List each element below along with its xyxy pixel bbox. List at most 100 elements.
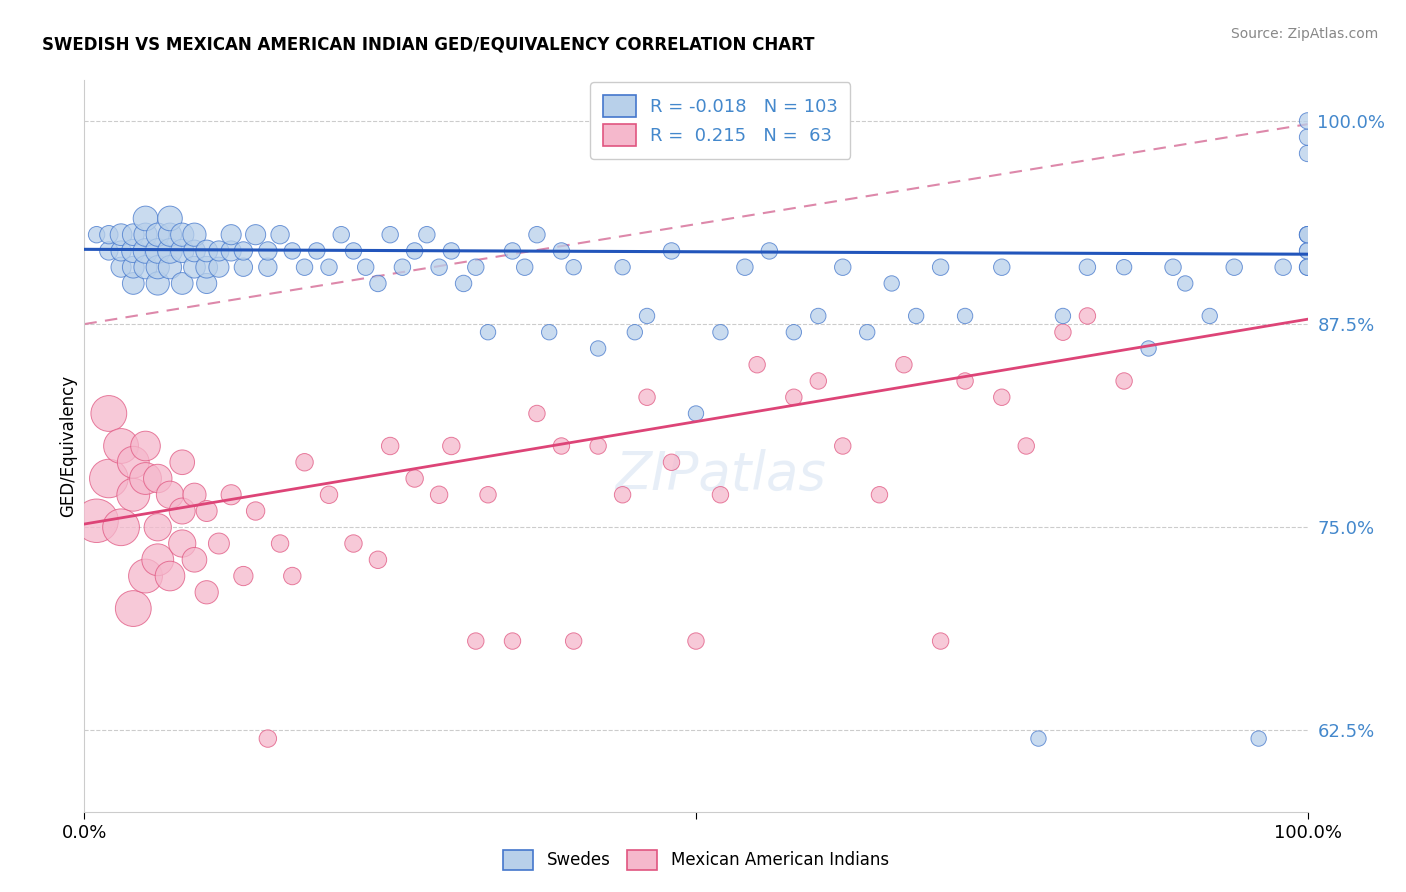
Point [183, 553, 205, 567]
Point [208, 536, 231, 550]
Point [135, 244, 157, 258]
Point [208, 260, 231, 275]
Point [783, 325, 806, 339]
Point [97, 227, 120, 242]
Point [146, 227, 169, 242]
Point [685, 634, 707, 648]
Y-axis label: GED/Equivalency: GED/Equivalency [59, 375, 77, 517]
Point [172, 455, 194, 469]
Point [135, 227, 157, 242]
Point [159, 569, 181, 583]
Point [526, 407, 548, 421]
Point [685, 407, 707, 421]
Point [538, 325, 561, 339]
Point [232, 260, 254, 275]
Point [1015, 439, 1038, 453]
Point [146, 520, 169, 534]
Point [146, 471, 169, 485]
Point [122, 277, 145, 291]
Point [294, 455, 316, 469]
Point [1076, 309, 1098, 323]
Point [1296, 260, 1319, 275]
Point [612, 488, 634, 502]
Point [159, 244, 181, 258]
Point [427, 260, 450, 275]
Point [1296, 260, 1319, 275]
Point [1247, 731, 1270, 746]
Point [501, 244, 523, 258]
Point [1137, 342, 1160, 356]
Point [562, 634, 585, 648]
Point [464, 634, 486, 648]
Point [747, 358, 769, 372]
Point [122, 455, 145, 469]
Point [453, 277, 475, 291]
Point [195, 260, 218, 275]
Point [807, 374, 830, 388]
Point [1052, 309, 1074, 323]
Point [1296, 130, 1319, 145]
Point [172, 277, 194, 291]
Point [159, 260, 181, 275]
Point [1272, 260, 1295, 275]
Point [219, 244, 242, 258]
Point [661, 244, 683, 258]
Point [269, 536, 291, 550]
Point [281, 569, 304, 583]
Point [110, 227, 132, 242]
Point [734, 260, 756, 275]
Point [354, 260, 377, 275]
Point [135, 439, 157, 453]
Point [856, 325, 879, 339]
Point [427, 488, 450, 502]
Point [380, 227, 402, 242]
Point [219, 227, 242, 242]
Text: ZIPatlas: ZIPatlas [614, 450, 825, 501]
Point [1296, 227, 1319, 242]
Point [159, 211, 181, 226]
Point [318, 488, 340, 502]
Point [135, 260, 157, 275]
Point [1174, 277, 1197, 291]
Point [905, 309, 928, 323]
Point [990, 390, 1012, 404]
Point [880, 277, 903, 291]
Point [305, 244, 328, 258]
Point [146, 277, 169, 291]
Point [183, 488, 205, 502]
Point [122, 244, 145, 258]
Point [869, 488, 891, 502]
Point [110, 520, 132, 534]
Point [294, 260, 316, 275]
Point [146, 553, 169, 567]
Point [135, 471, 157, 485]
Point [257, 260, 280, 275]
Point [146, 244, 169, 258]
Point [586, 439, 609, 453]
Point [342, 536, 364, 550]
Point [586, 342, 609, 356]
Point [709, 325, 731, 339]
Point [97, 244, 120, 258]
Point [97, 407, 120, 421]
Point [831, 260, 853, 275]
Point [159, 227, 181, 242]
Legend: Swedes, Mexican American Indians: Swedes, Mexican American Indians [496, 843, 896, 877]
Point [1028, 731, 1050, 746]
Point [172, 227, 194, 242]
Point [550, 439, 572, 453]
Text: Source: ZipAtlas.com: Source: ZipAtlas.com [1230, 27, 1378, 41]
Point [342, 244, 364, 258]
Point [172, 244, 194, 258]
Point [990, 260, 1012, 275]
Point [183, 244, 205, 258]
Point [404, 471, 426, 485]
Point [1223, 260, 1246, 275]
Point [318, 260, 340, 275]
Point [1296, 227, 1319, 242]
Point [929, 634, 952, 648]
Point [86, 227, 108, 242]
Point [464, 260, 486, 275]
Point [636, 390, 658, 404]
Point [367, 553, 389, 567]
